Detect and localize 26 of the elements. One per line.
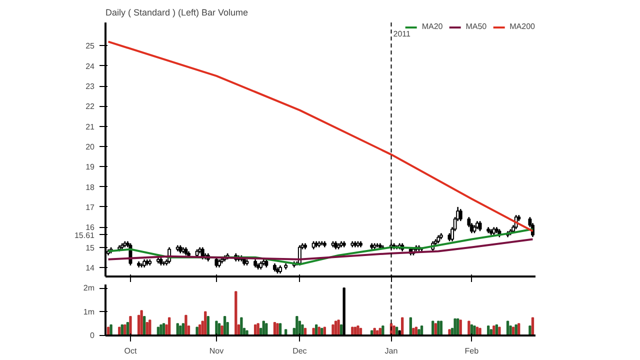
y-tick-label: 24 [86, 62, 96, 71]
y-tick-label: 14 [86, 263, 96, 272]
y-tick-label: 2m [83, 284, 95, 293]
y-tick-label: 0 [90, 331, 96, 340]
y-tick-label: 20 [86, 142, 96, 152]
y-tick-label: 16 [86, 223, 96, 232]
y-tick-label: 17 [86, 202, 96, 212]
y-tick-label: 21 [86, 122, 96, 132]
y-tick-label: 15.61 [74, 230, 96, 240]
x-tick-label: Dec [292, 346, 307, 356]
y-tick-label: 15 [86, 243, 96, 252]
y-tick-label: 25 [86, 42, 96, 51]
x-tick-label: Feb [464, 346, 480, 356]
x-tick-label: Jan [384, 346, 398, 356]
y-tick-label: 23 [86, 82, 96, 91]
x-tick-label: Nov [209, 346, 224, 356]
ref-line-label: 2011 [393, 30, 411, 38]
y-tick-label: 1m [83, 307, 95, 316]
x-tick-label: Oct [124, 346, 138, 356]
y-tick-label: 18 [86, 182, 96, 192]
y-tick-label: 19 [86, 162, 96, 172]
chart-title: Daily ( Standard ) (Left) Bar Volume [106, 8, 248, 18]
legend-label: MA50 [466, 22, 487, 31]
legend-label: MA20 [422, 22, 443, 31]
legend-label: MA200 [510, 22, 535, 31]
y-tick-label: 22 [86, 102, 96, 112]
